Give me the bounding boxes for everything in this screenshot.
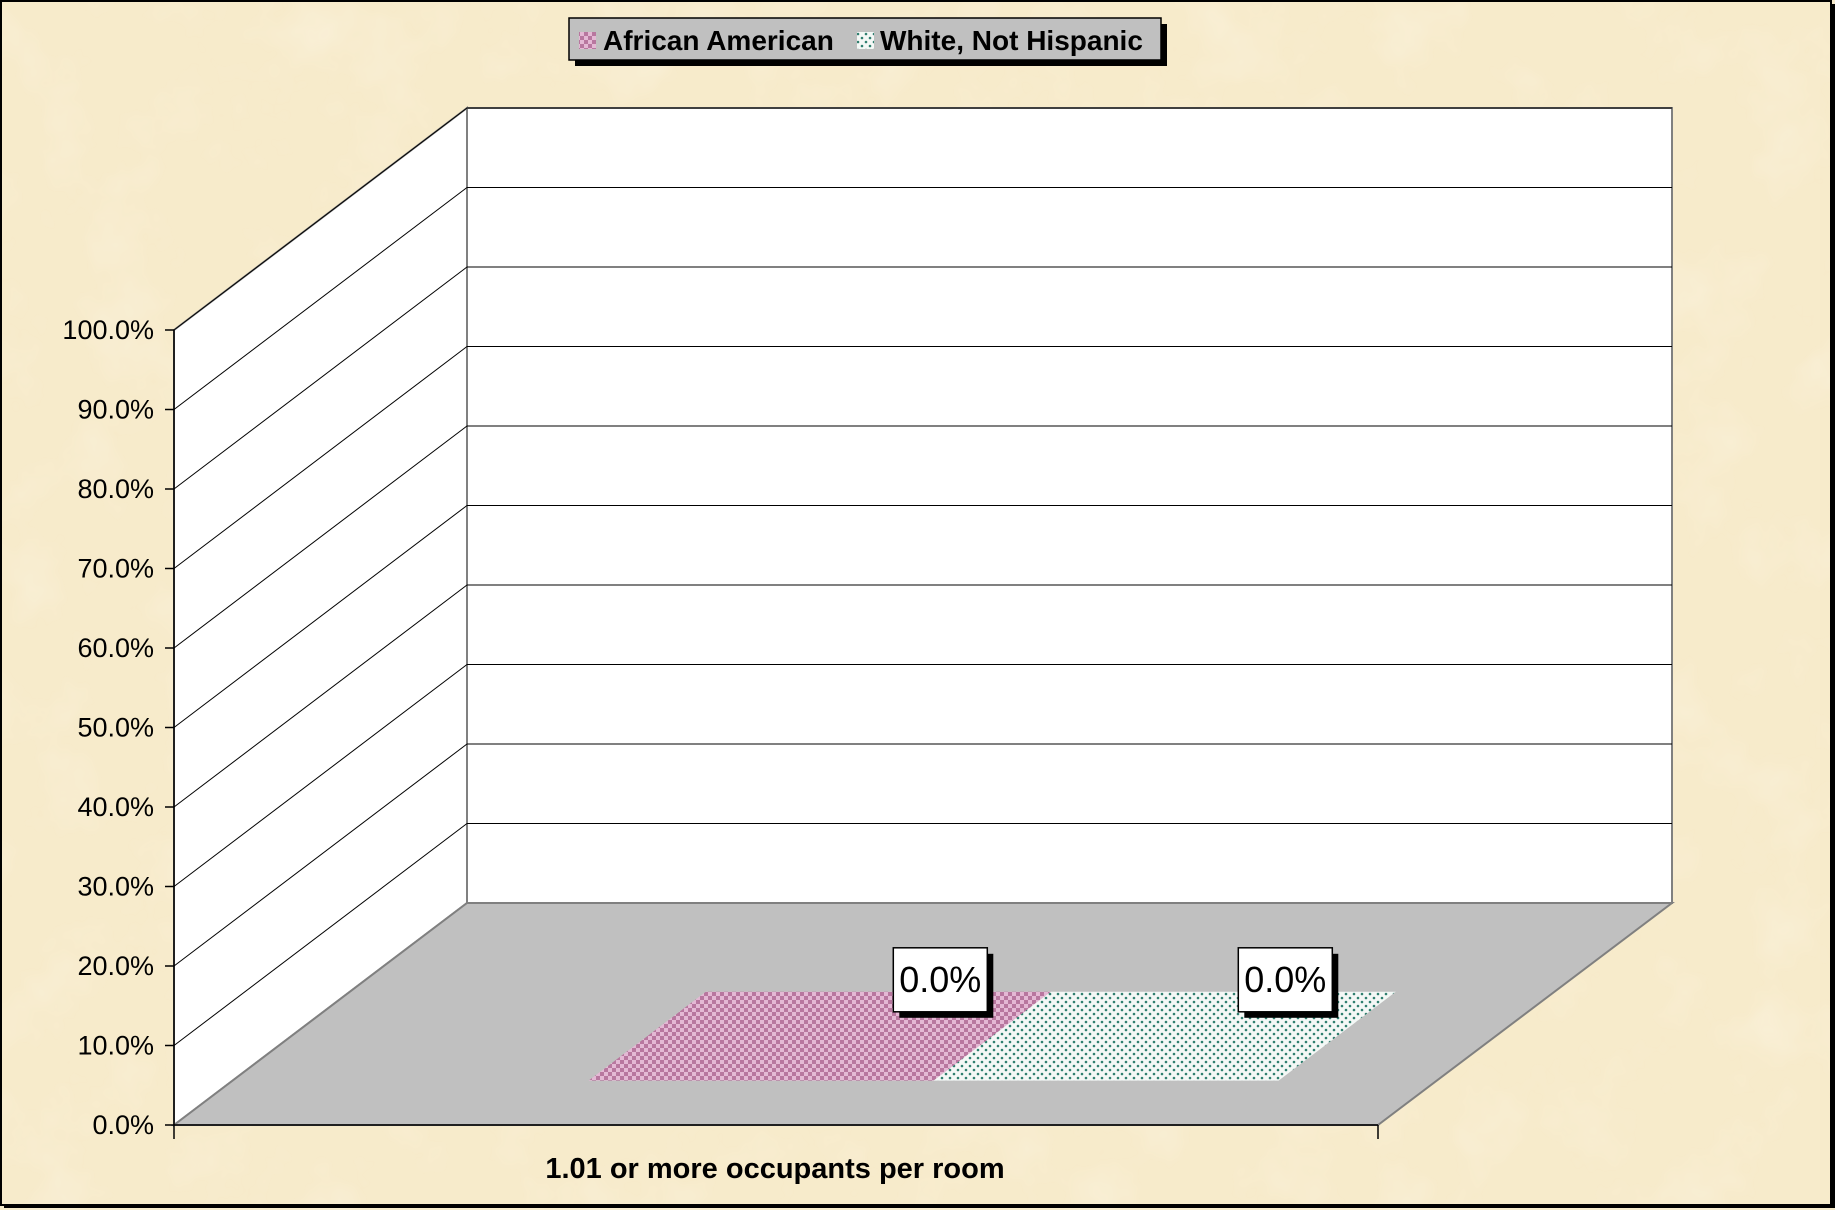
- legend-swatch-white-not-hispanic: [857, 32, 874, 49]
- y-tick-label: 40.0%: [77, 792, 154, 822]
- gridline-side: [173, 664, 468, 887]
- y-tick-label: 90.0%: [77, 395, 154, 425]
- y-tick-label: 70.0%: [77, 554, 154, 584]
- y-tick-label: 100.0%: [62, 315, 154, 345]
- data-label-box: [892, 947, 989, 1013]
- legend: African American White, Not Hispanic: [568, 17, 1167, 66]
- gridline-side: [173, 425, 468, 649]
- data-label: 0.0%: [899, 959, 981, 1000]
- legend-label-white-not-hispanic: White, Not Hispanic: [880, 25, 1143, 56]
- gridline-side: [173, 266, 468, 490]
- legend-swatch-african-american: [579, 32, 596, 49]
- y-axis: 0.0% 10.0% 20.0% 30.0% 40.0% 50.0% 60.0% 70.0% 8…: [62, 315, 1379, 1140]
- y-tick-label: 50.0%: [77, 713, 154, 743]
- data-label-box: [1237, 947, 1334, 1013]
- gridline-side: [173, 505, 468, 728]
- y-tick-label: 60.0%: [77, 633, 154, 663]
- gridline-side: [173, 743, 468, 967]
- y-tick-label: 10.0%: [77, 1031, 154, 1061]
- y-tick-label: 0.0%: [92, 1110, 154, 1140]
- gridline-side: [173, 823, 468, 1046]
- data-label: 0.0%: [1244, 959, 1326, 1000]
- y-tick-label: 20.0%: [77, 951, 154, 981]
- y-tick-label: 80.0%: [77, 474, 154, 504]
- category-label: 1.01 or more occupants per room: [545, 1153, 1004, 1185]
- data-labels: 0.0% 0.0%: [892, 947, 1339, 1018]
- y-tick-label: 30.0%: [77, 872, 154, 902]
- gridline-side: [173, 346, 468, 569]
- gridline-side: [173, 107, 468, 331]
- gridline-side: [173, 584, 468, 808]
- gridline-side: [173, 187, 468, 410]
- legend-label-african-american: African American: [603, 25, 834, 56]
